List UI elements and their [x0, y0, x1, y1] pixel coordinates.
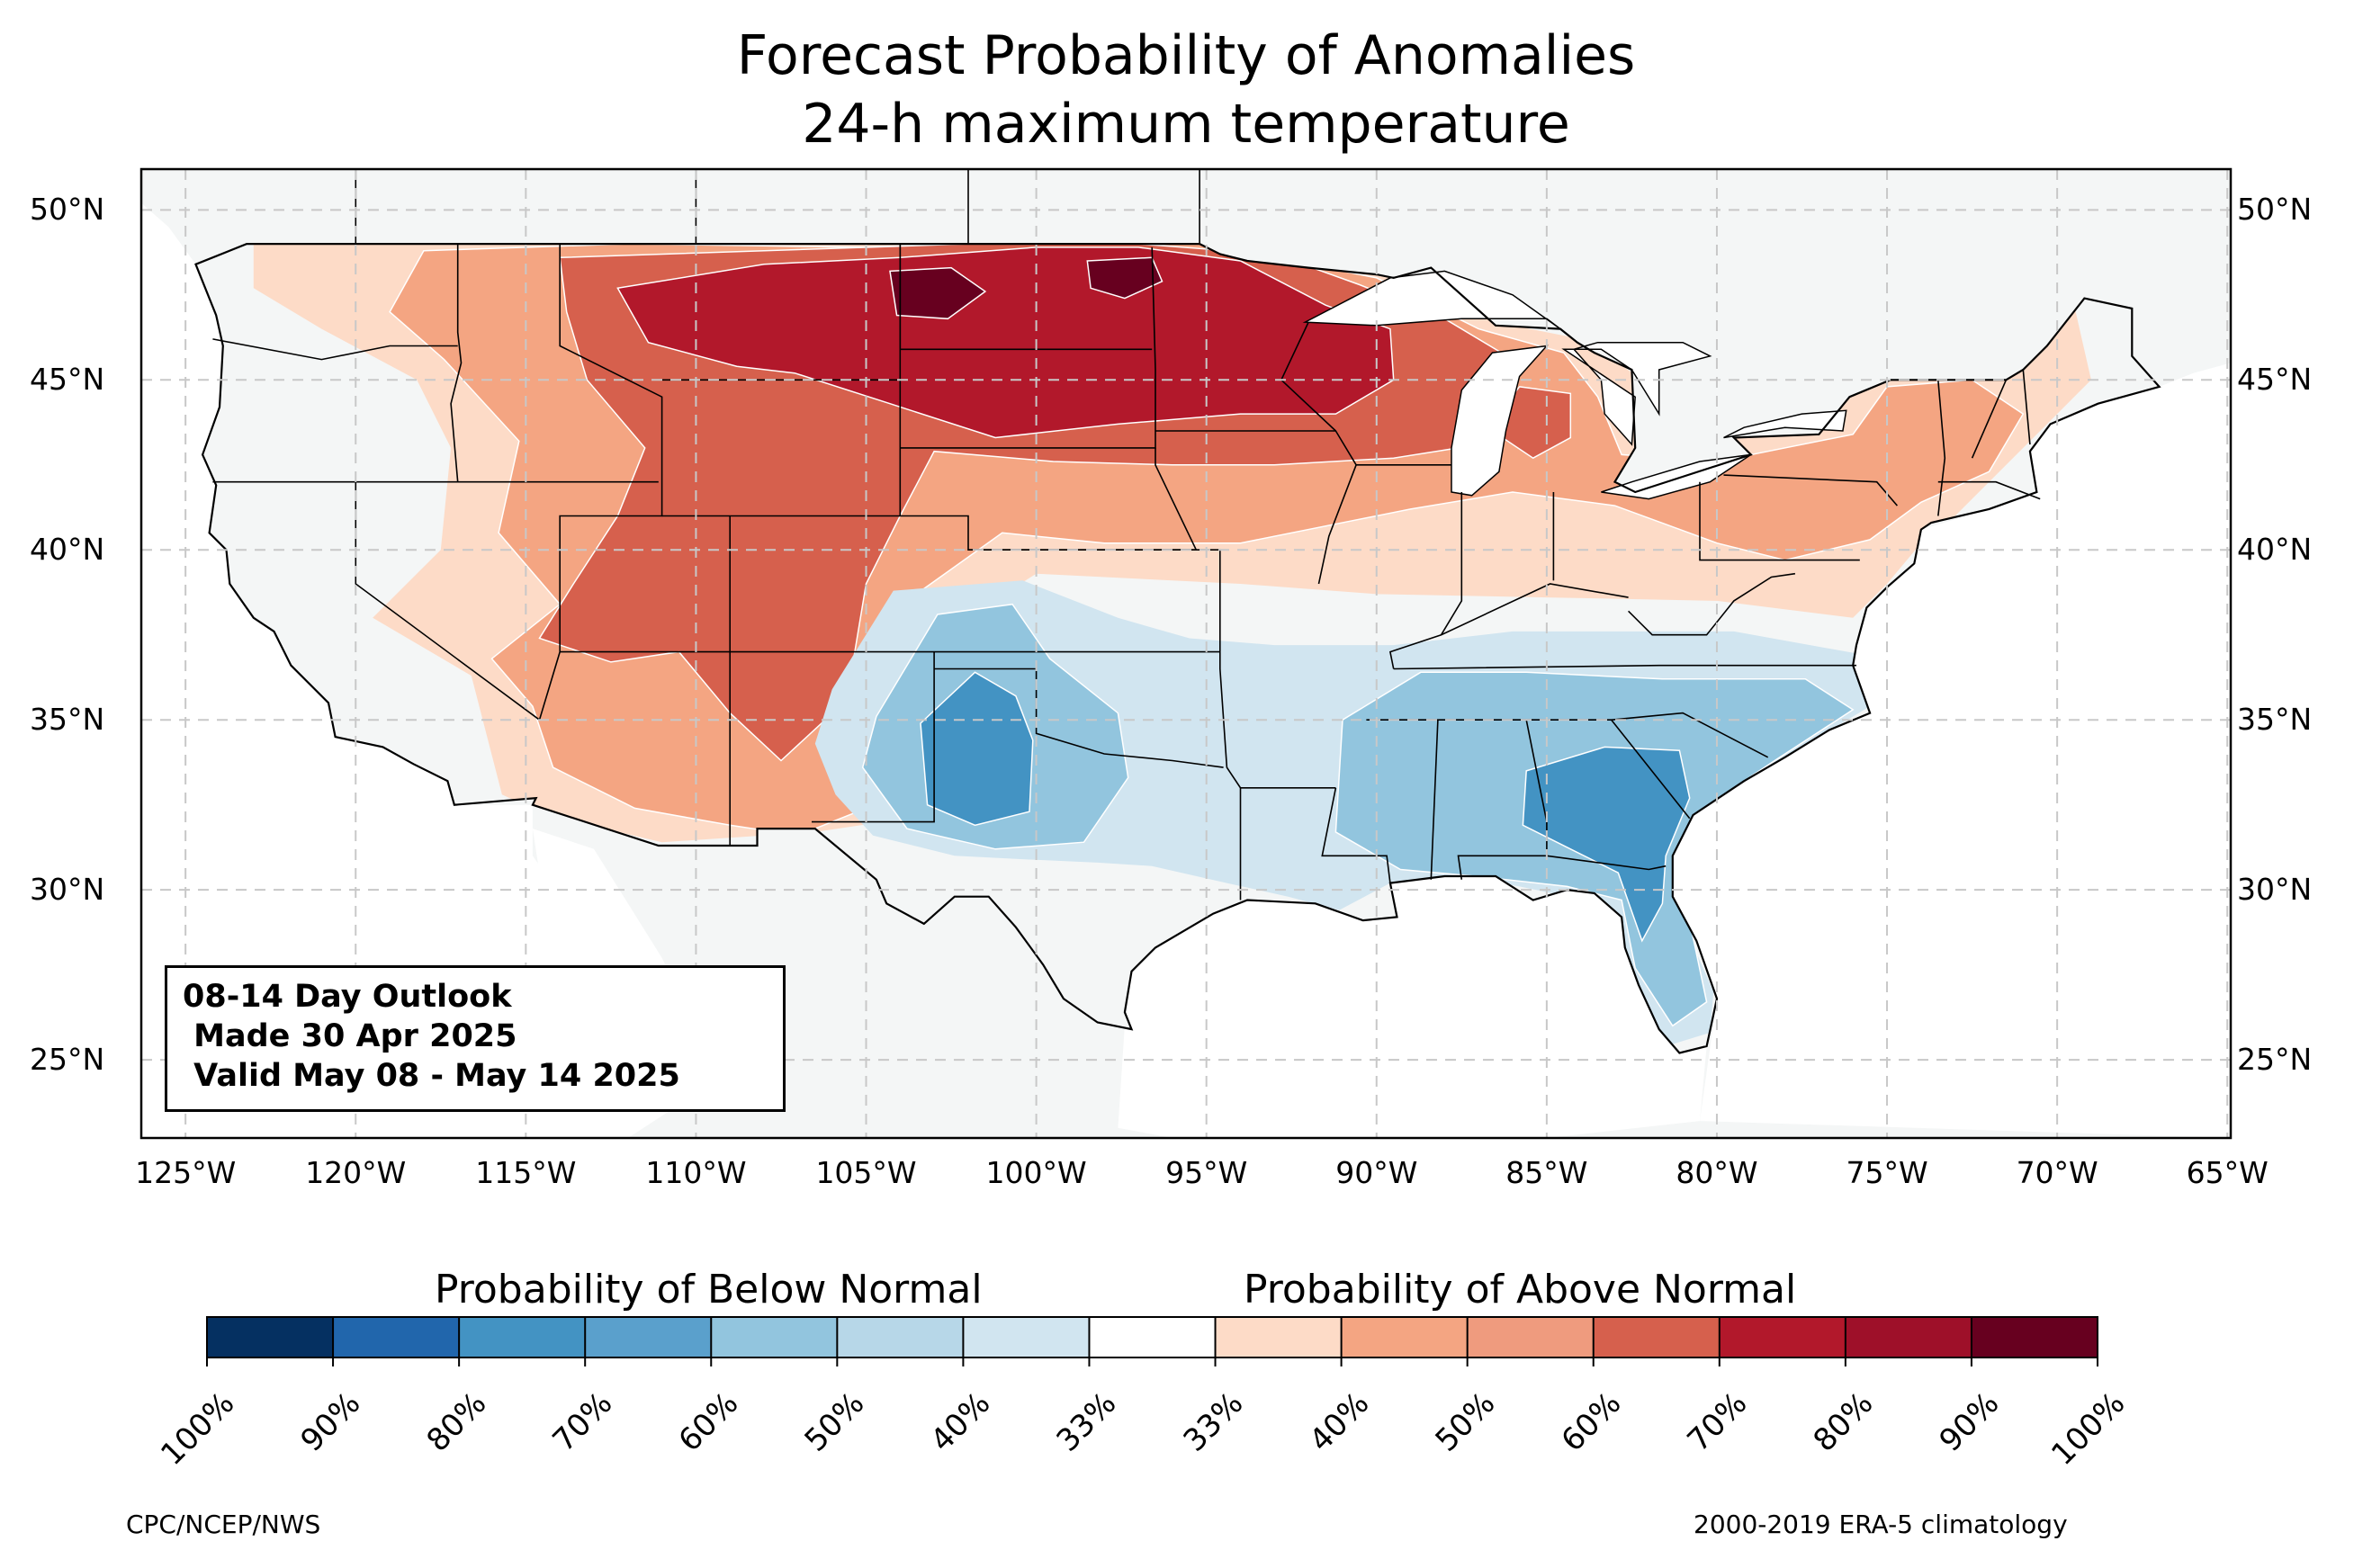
lon-label: 95°W [1165, 1155, 1248, 1190]
map-subtitle: 24-h maximum temperature [802, 93, 1570, 156]
map-title: Forecast Probability of Anomalies [736, 24, 1636, 87]
probability-region-below-11 [920, 671, 1034, 827]
lat-label-left: 50°N [30, 192, 105, 228]
lon-label: 125°W [135, 1155, 237, 1190]
lon-label: 120°W [305, 1155, 407, 1190]
colorbar-swatch-12 [1593, 1317, 1721, 1357]
colorbar-swatch-11 [1467, 1317, 1595, 1357]
outlook-valid-range: Valid May 08 - May 14 2025 [183, 1058, 680, 1094]
lat-label-right: 50°N [2237, 192, 2313, 228]
colorbar-swatch-10 [1341, 1317, 1469, 1357]
colorbar-swatch-15 [1971, 1317, 2098, 1357]
lat-label-right: 30°N [2237, 872, 2313, 908]
probability-region-below-12 [1522, 746, 1691, 943]
colorbar-swatch-7 [963, 1317, 1090, 1357]
lon-label: 75°W [1846, 1155, 1928, 1190]
lon-label: 115°W [475, 1155, 577, 1190]
state-border-32 [1937, 380, 1946, 516]
footer-climatology: 2000-2019 ERA-5 climatology [1694, 1510, 2068, 1539]
colorbar-swatch-9 [1215, 1317, 1343, 1357]
colorbar-swatch-3 [459, 1317, 586, 1357]
colorbar-swatch-14 [1845, 1317, 1972, 1357]
lat-label-right: 45°N [2237, 362, 2313, 398]
colorbar-above-title: Probability of Above Normal [1244, 1267, 1797, 1313]
state-border-20 [1440, 492, 1463, 636]
lat-label-left: 30°N [30, 872, 105, 908]
outlook-period: 08-14 Day Outlook [183, 979, 512, 1015]
state-border-35 [1937, 480, 2041, 500]
state-border-11 [812, 651, 935, 823]
map-frame [139, 167, 2233, 1140]
us-coastline [194, 243, 2161, 1054]
state-border-28 [1430, 720, 1439, 880]
state-border-24 [1393, 664, 1856, 670]
great-lake-3 [1561, 341, 1712, 446]
atlantic-ocean [1672, 363, 2231, 1138]
lon-label: 90°W [1335, 1155, 1418, 1190]
state-border-27 [1321, 787, 1391, 883]
footer-credit: CPC/NCEP/NWS [126, 1510, 321, 1539]
probability-region-above-5 [616, 246, 1395, 439]
state-border-23 [1723, 474, 1899, 506]
colorbar-swatch-6 [837, 1317, 964, 1357]
lon-label: 80°W [1676, 1155, 1758, 1190]
state-border-12 [934, 668, 1224, 768]
colorbar-below-title: Probability of Below Normal [435, 1267, 983, 1313]
lat-label-left: 40°N [30, 532, 105, 568]
outlook-info-box: 08-14 Day Outlook Made 30 Apr 2025 Valid… [165, 965, 786, 1112]
great-lake-5 [1723, 409, 1847, 439]
lon-label: 100°W [985, 1155, 1087, 1190]
lat-label-right: 35°N [2237, 702, 2313, 738]
colorbar-swatch-5 [711, 1317, 838, 1357]
state-border-34 [2022, 369, 2031, 445]
lat-label-right: 40°N [2237, 532, 2313, 568]
lat-label-left: 35°N [30, 702, 105, 738]
state-border-1 [450, 244, 463, 482]
state-border-31 [1611, 719, 1691, 820]
great-lake-2 [1451, 345, 1549, 497]
lat-label-left: 25°N [30, 1042, 105, 1078]
state-border-15 [1155, 447, 1198, 551]
state-border-22 [1699, 481, 1860, 561]
colorbar-swatch-1 [207, 1317, 334, 1357]
colorbar-swatch-4 [585, 1317, 712, 1357]
lon-label: 70°W [2016, 1155, 2098, 1190]
state-border-2 [212, 338, 458, 361]
outlook-made-date: Made 30 Apr 2025 [183, 1018, 517, 1054]
state-border-37 [1388, 583, 1629, 669]
colorbar-swatch-2 [333, 1317, 460, 1357]
lon-label: 105°W [815, 1155, 917, 1190]
state-border-30 [1546, 855, 1667, 871]
state-border-36 [1628, 572, 1796, 636]
state-border-14 [900, 246, 1156, 449]
lat-label-right: 25°N [2237, 1042, 2313, 1078]
lon-label: 65°W [2186, 1155, 2269, 1190]
probability-region-above-7 [1086, 256, 1164, 300]
colorbar-swatch-13 [1719, 1317, 1846, 1357]
lon-label: 110°W [645, 1155, 747, 1190]
gulf-of-mexico [1118, 876, 1707, 1138]
lon-label: 85°W [1505, 1155, 1588, 1190]
state-border-5 [538, 244, 663, 721]
probability-region-above-6 [889, 266, 987, 320]
state-border-33 [1971, 379, 2008, 459]
state-border-13 [899, 244, 1153, 351]
lat-label-left: 45°N [30, 362, 105, 398]
colorbar-swatch-8 [1089, 1317, 1217, 1357]
